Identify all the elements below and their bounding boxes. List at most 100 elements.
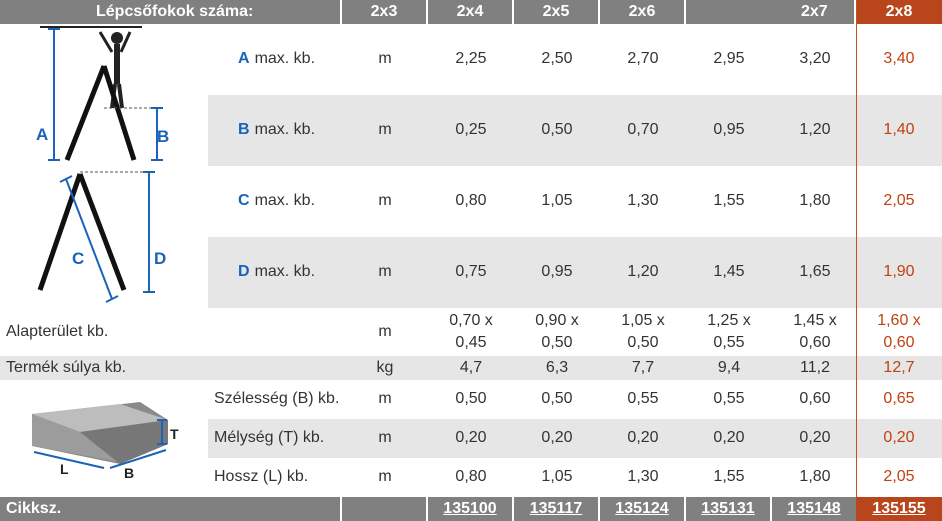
article-code-cell: 135148 (772, 497, 858, 521)
dim-row-c-value: 2,05 (883, 192, 915, 210)
header-col-2x8: 2x8 (856, 0, 942, 24)
dim-row-d-value: 1,45 (713, 263, 745, 281)
weight-row-value: 6,3 (545, 358, 569, 376)
stripe-row-depth (208, 419, 942, 458)
dim-text: max. kb. (254, 50, 316, 68)
dim-row-a-value: 2,25 (455, 50, 487, 68)
article-code-cell: 135100 (428, 497, 514, 521)
footprint-line: 0,70 x (449, 311, 493, 329)
package-label: Szélesség (B) kb. (214, 390, 340, 408)
dim-row-b-value: 0,70 (627, 121, 659, 139)
dim-row-d-value: 1,65 (799, 263, 831, 281)
header-col-2x4: 2x4 (428, 0, 514, 24)
header-col-2x6: 2x6 (600, 0, 686, 24)
unit-cell: m (378, 429, 392, 447)
article-code-link[interactable]: 135148 (787, 499, 841, 517)
dim-row-d-value: 0,95 (541, 263, 573, 281)
package-row-value: 0,50 (455, 390, 487, 408)
dim-row-c-value: 1,80 (799, 192, 831, 210)
footprint-line: 0,55 (713, 334, 745, 351)
package-row-value: 0,20 (883, 429, 915, 447)
unit-cell: m (378, 263, 392, 281)
diagram-letter-l: L (60, 461, 69, 477)
unit-cell: m (378, 390, 392, 408)
header-col-2x7: 2x7 (686, 0, 856, 24)
package-label: Hossz (L) kb. (214, 468, 309, 486)
dim-row-d-value: 1,90 (883, 263, 915, 281)
weight-row-value: 7,7 (631, 358, 655, 376)
article-code-link[interactable]: 135124 (615, 499, 669, 517)
package-row-value: 0,55 (713, 390, 745, 408)
footprint-line: 0,45 (455, 334, 487, 351)
footprint-value: 1,25 x 0,55 (686, 308, 772, 356)
stripe-row-d (208, 237, 942, 308)
dim-letter: A (238, 50, 250, 68)
header-title: Lépcsőfokok száma: (0, 0, 342, 24)
article-code-cell: 135124 (600, 497, 686, 521)
dim-row-b-value: 0,95 (713, 121, 745, 139)
dim-row-d-value: 0,75 (455, 263, 487, 281)
footprint-value: 0,70 x 0,45 (428, 308, 514, 356)
dim-row-a-value: 2,70 (627, 50, 659, 68)
weight-row-value: 12,7 (883, 358, 915, 376)
weight-row-value: 11,2 (800, 358, 830, 376)
unit-cell: m (378, 50, 392, 68)
dim-letter: B (238, 121, 250, 139)
footprint-line: 1,60 x (877, 311, 921, 329)
dim-row-d-value: 1,20 (627, 263, 659, 281)
footprint-line: 0,60 (883, 334, 915, 351)
package-row-value: 0,60 (799, 390, 831, 408)
package-row-value: 0,50 (541, 390, 573, 408)
dim-row-c-value: 1,30 (627, 192, 659, 210)
stripe-row-weight (0, 356, 942, 380)
package-illustration: T L B (32, 402, 179, 481)
package-row-value: 0,80 (455, 468, 487, 486)
dim-row-a-value: 3,20 (799, 50, 831, 68)
dim-row-b-value: 1,20 (799, 121, 831, 139)
footprint-value: 1,45 x 0,60 (772, 308, 858, 356)
dim-text: max. kb. (254, 192, 316, 210)
dim-letter: D (238, 263, 250, 281)
diagram-letter-a: A (36, 125, 48, 144)
diagram-letter-b: B (157, 127, 169, 146)
footprint-line: 1,45 x (793, 311, 837, 329)
article-spacer (342, 497, 428, 521)
package-row-value: 2,05 (883, 468, 915, 486)
dim-row-a-value: 3,40 (883, 50, 915, 68)
footprint-value: 0,90 x 0,50 (514, 308, 600, 356)
header-col-2x3: 2x3 (342, 0, 428, 24)
unit-cell: m (378, 322, 392, 340)
package-row-value: 0,55 (627, 390, 659, 408)
article-code-cell: 135131 (686, 497, 772, 521)
footprint-line: 1,05 x (621, 311, 665, 329)
dim-text: max. kb. (254, 263, 316, 281)
dim-row-c-value: 0,80 (455, 192, 487, 210)
ladder-illustration: A B C D (36, 26, 169, 303)
article-label: Cikksz. (0, 497, 342, 521)
dim-text: max. kb. (254, 121, 316, 139)
package-row-value: 0,20 (455, 429, 487, 447)
article-code-link[interactable]: 135155 (872, 499, 926, 517)
package-row-value: 0,20 (713, 429, 745, 447)
footprint-line: 1,25 x (707, 311, 751, 329)
package-row-value: 0,20 (541, 429, 573, 447)
unit-cell: m (378, 121, 392, 139)
stripe-row-b (208, 95, 942, 166)
footprint-label: Alapterület kb. (6, 322, 109, 340)
package-row-value: 0,20 (627, 429, 659, 447)
package-row-value: 1,55 (713, 468, 745, 486)
article-code-link[interactable]: 135117 (529, 499, 583, 517)
package-label: Mélység (T) kb. (214, 429, 325, 447)
article-code-link[interactable]: 135100 (443, 499, 497, 517)
dim-row-c-value: 1,05 (541, 192, 573, 210)
footprint-line: 0,50 (541, 334, 573, 351)
dim-row-b-value: 1,40 (883, 121, 915, 139)
diagram-letter-t: T (170, 426, 179, 442)
dim-row-b-value: 0,50 (541, 121, 573, 139)
footprint-line: 0,60 (799, 334, 831, 351)
article-code-link[interactable]: 135131 (701, 499, 755, 517)
header-col-2x5: 2x5 (514, 0, 600, 24)
